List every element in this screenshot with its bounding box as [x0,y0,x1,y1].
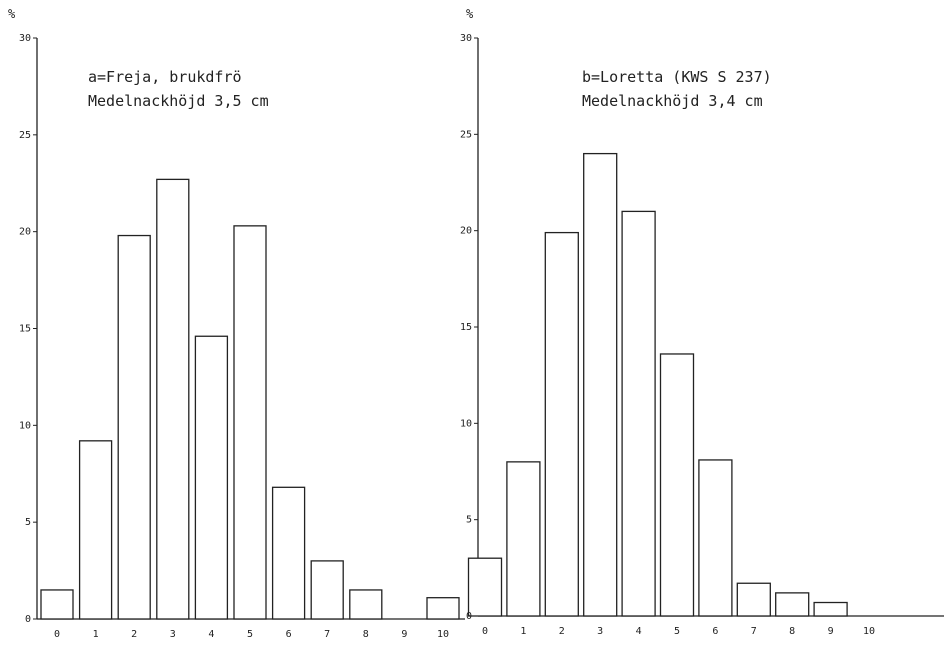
y-ticks-b: 0 5 10 15 20 25 30 [460,33,478,622]
x-tick-label: 3 [597,626,603,637]
chart-panel-a: % a=Freja, brukdfrö Medelnackhöjd 3,5 cm… [8,7,465,640]
y-tick-label: 15 [460,322,472,333]
x-tick-label: 10 [863,626,875,637]
annotation-line-2-a: Medelnackhöjd 3,5 cm [88,92,269,110]
y-tick-label: 15 [19,324,31,335]
y-tick-label: 30 [19,33,31,44]
chart-panel-b: % b=Loretta (KWS S 237) Medelnackhöjd 3,… [460,7,944,637]
x-tick-label: 4 [636,626,642,637]
bar-b-4 [621,210,656,617]
y-tick-label: 10 [19,420,31,431]
x-tick-label: 10 [437,629,449,640]
x-tick-label: 7 [324,629,330,640]
x-tick-label: 6 [286,629,292,640]
y-unit-label-a: % [8,7,16,21]
y-tick-label: 20 [19,227,31,238]
bar-b-7 [736,582,771,617]
bar-a-10 [426,597,460,620]
x-tick-label: 0 [482,626,488,637]
y-tick-label: 5 [25,517,31,528]
y-tick-label: 25 [460,129,472,140]
bar-b-8 [775,592,810,617]
bar-a-8 [349,589,383,620]
x-tick-label: 3 [170,629,176,640]
y-tick-label: 0 [466,611,472,622]
bar-b-9 [813,601,848,617]
x-tick-label: 5 [247,629,253,640]
y-tick-label: 5 [466,515,472,526]
x-tick-label: 5 [674,626,680,637]
x-tick-label: 1 [520,626,526,637]
y-tick-label: 10 [460,418,472,429]
y-tick-label: 0 [25,614,31,625]
x-tick-label: 1 [93,629,99,640]
x-tick-label: 9 [401,629,407,640]
y-tick-label: 25 [19,130,31,141]
bar-b-5 [659,353,695,617]
x-tick-label: 2 [131,629,137,640]
x-tick-label: 8 [363,629,369,640]
bar-a-6 [271,486,306,620]
x-tick-label: 6 [712,626,718,637]
bar-a-5 [233,225,267,620]
bar-a-3 [156,178,190,620]
y-unit-label-b: % [466,7,474,21]
bar-a-7 [310,560,344,620]
x-ticks-a: 0 1 2 3 4 5 6 7 8 9 10 [54,629,449,640]
bar-b-3 [583,152,618,617]
x-tick-label: 7 [751,626,757,637]
bar-a-0 [40,589,74,620]
y-tick-label: 30 [460,33,472,44]
bar-a-1 [78,440,113,620]
annotation-line-1-b: b=Loretta (KWS S 237) [582,68,772,86]
x-tick-label: 9 [828,626,834,637]
x-tick-label: 0 [54,629,60,640]
x-ticks-b: 0 1 2 3 4 5 6 7 8 9 10 [482,626,875,637]
bar-b-6 [698,459,733,617]
bar-a-4 [194,335,229,620]
bar-a-2 [117,234,151,620]
bars-b [467,152,848,617]
annotation-line-2-b: Medelnackhöjd 3,4 cm [582,92,763,110]
x-tick-label: 4 [208,629,214,640]
x-tick-label: 2 [559,626,565,637]
bar-b-0 [467,557,503,617]
bar-b-1 [506,461,541,617]
x-tick-label: 8 [789,626,795,637]
annotation-line-1-a: a=Freja, brukdfrö [88,68,242,86]
y-tick-label: 20 [460,226,472,237]
bar-b-2 [544,231,579,617]
bars-a [40,178,460,620]
y-ticks-a: 0 5 10 15 20 25 30 [19,33,37,625]
